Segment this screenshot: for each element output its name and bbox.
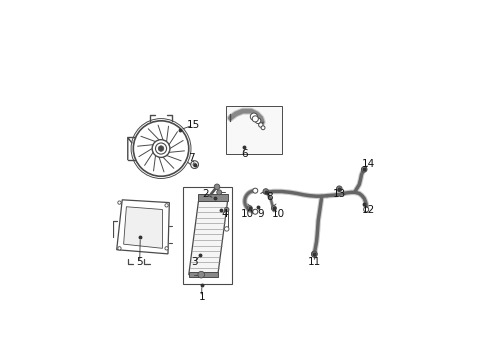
Circle shape [250,113,258,120]
Circle shape [261,126,265,130]
Circle shape [312,251,317,257]
Circle shape [362,167,367,172]
Circle shape [158,146,164,151]
Circle shape [165,247,168,250]
Circle shape [255,118,261,123]
Polygon shape [189,201,227,275]
Circle shape [364,207,368,212]
Bar [183,187,232,284]
Circle shape [252,116,258,122]
Circle shape [253,188,258,193]
Polygon shape [189,272,218,278]
Text: 4: 4 [221,209,228,219]
Circle shape [155,143,167,154]
Text: 12: 12 [362,204,375,215]
Circle shape [312,252,317,257]
Text: 14: 14 [362,159,375,169]
Circle shape [259,123,263,127]
Circle shape [198,271,204,278]
Text: 5: 5 [136,257,143,267]
Text: 7: 7 [188,153,195,163]
Text: 13: 13 [333,189,346,199]
Text: 8: 8 [266,192,272,202]
Circle shape [253,209,258,214]
Text: 1: 1 [198,292,205,302]
Circle shape [165,204,168,207]
Text: 11: 11 [308,257,321,267]
Bar [226,105,282,154]
Text: 9: 9 [258,209,264,219]
Circle shape [118,247,121,250]
Text: 10: 10 [241,209,254,219]
Circle shape [118,201,121,204]
Text: 3: 3 [191,257,197,267]
Text: 15: 15 [187,120,200,130]
Polygon shape [117,200,170,254]
Circle shape [247,206,252,211]
Circle shape [214,184,220,190]
Circle shape [193,163,196,166]
Text: 2: 2 [202,189,209,199]
Polygon shape [123,207,162,248]
Circle shape [191,161,198,168]
Circle shape [337,186,342,192]
Text: 10: 10 [272,209,285,219]
Text: 6: 6 [241,149,247,159]
Circle shape [263,189,269,194]
Circle shape [152,140,170,157]
Circle shape [224,207,229,212]
Circle shape [131,118,191,179]
Circle shape [133,121,189,176]
Circle shape [224,227,229,231]
Circle shape [271,206,276,211]
Circle shape [217,190,222,195]
Polygon shape [198,194,227,201]
